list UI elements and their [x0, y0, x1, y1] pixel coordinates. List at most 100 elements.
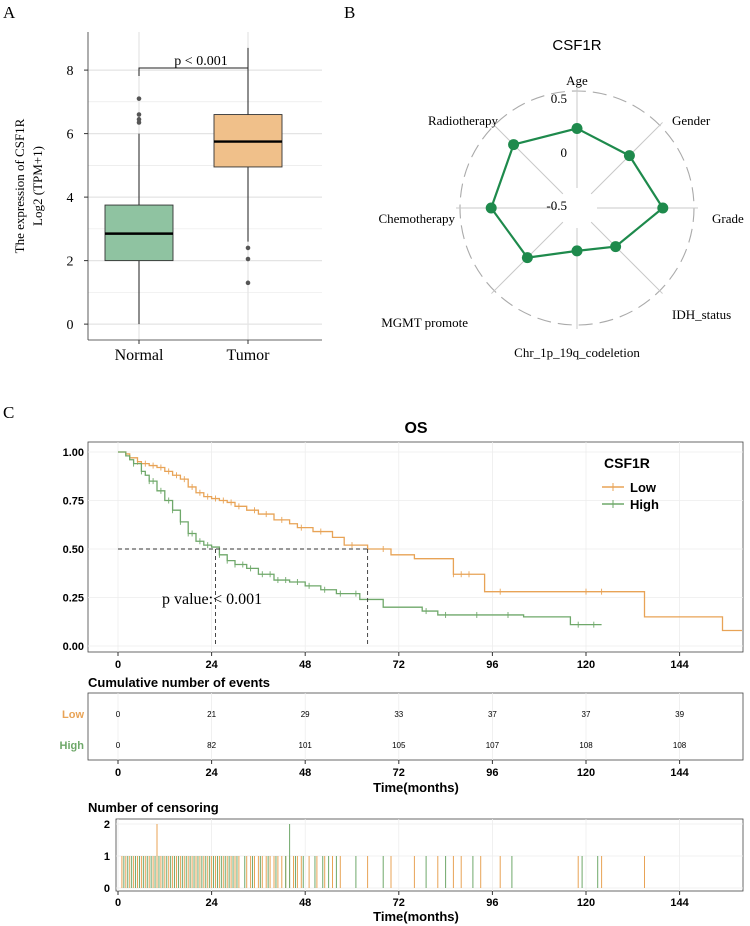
- boxplot-plot-area: [88, 32, 322, 340]
- legend-low-label: Low: [630, 480, 657, 495]
- boxplot-y-tick-label: 0: [67, 318, 74, 333]
- km-plot-area: [87, 441, 744, 653]
- km-panel: OS 0.000.250.500.751.0002448729612014416…: [63, 420, 744, 671]
- events-plot-area: [87, 692, 744, 761]
- censoring-x-tick-label: 120: [577, 897, 595, 909]
- censoring-x-tick-label: 72: [393, 897, 405, 909]
- km-legend: CSF1R Low High: [602, 455, 659, 512]
- boxplot-x-label: Normal: [115, 347, 164, 364]
- significance-label: p < 0.001: [174, 54, 227, 69]
- significance-bracket-line: [138, 67, 249, 76]
- outlier-point: [136, 112, 142, 117]
- events-x-tick-label: 120: [577, 767, 595, 779]
- events-cell: 37: [488, 710, 497, 719]
- boxplot-y-tick-label: 4: [67, 191, 74, 206]
- boxplot-x-labels: Normal Tumor: [88, 339, 322, 364]
- censoring-xlabel: Time(months): [373, 909, 459, 924]
- radar-point: [571, 122, 583, 134]
- censoring-y-tick-label: 1: [104, 851, 110, 863]
- censoring-panel: Number of censoring 01202448729612014416…: [88, 800, 744, 924]
- km-curves: [118, 451, 742, 632]
- censoring-x-tick-label: 24: [205, 897, 218, 909]
- km-x-tick-label: 24: [205, 659, 218, 671]
- censoring-y-tick-label: 2: [104, 819, 110, 831]
- censoring-x-tick-label: 0: [115, 897, 121, 909]
- events-xlabel: Time(months): [373, 780, 459, 795]
- boxplot-y-tick-label: 6: [67, 128, 74, 143]
- events-x-tick-label: 48: [299, 767, 311, 779]
- km-x-tick-label: 72: [393, 659, 405, 671]
- censoring-axes: 01202448729612014416: [104, 819, 690, 909]
- boxplot-y-tick-label: 2: [67, 255, 74, 270]
- radar-ring-labels: 0.5 0 -0.5: [546, 91, 567, 213]
- km-y-tick-label: 1.00: [63, 447, 84, 459]
- radar-point: [521, 252, 533, 264]
- km-median-lines: [118, 548, 369, 646]
- radar-panel: CSF1R Age Gender Grade IDH_status Chr_1p_19q…: [378, 37, 744, 360]
- events-cell: 108: [673, 741, 687, 750]
- radar-point: [571, 245, 583, 257]
- events-cell: 39: [675, 710, 684, 719]
- radar-axis-label: Grade: [712, 211, 744, 226]
- events-x-tick-label: 96: [486, 767, 498, 779]
- km-pvalue: p value:< 0.001: [162, 591, 262, 608]
- radar-ring-label: 0.5: [551, 91, 567, 106]
- radar-axis-label: Radiotherapy: [428, 113, 499, 128]
- outlier-point: [245, 245, 251, 251]
- km-axes: 0.000.250.500.751.0002448729612014416: [63, 447, 690, 671]
- events-title: Cumulative number of events: [88, 675, 270, 690]
- censoring-x-tick-label: 96: [486, 897, 498, 909]
- censoring-grid: [116, 819, 743, 891]
- panel-label-b: B: [344, 3, 355, 22]
- events-cell: 107: [486, 741, 500, 750]
- radar-axis-label: IDH_status: [672, 307, 731, 322]
- censoring-bars: [121, 824, 645, 888]
- events-x-tick-label: 72: [393, 767, 405, 779]
- events-cell: 105: [392, 741, 406, 750]
- events-cell: 108: [579, 741, 593, 750]
- censoring-title: Number of censoring: [88, 800, 219, 815]
- km-x-tick-label: 96: [486, 659, 498, 671]
- radar-ring-label: -0.5: [546, 198, 567, 213]
- km-x-tick-label: 0: [115, 659, 121, 671]
- boxplot-y-tick-label: 8: [67, 64, 74, 79]
- radar-axis-labels: Age Gender Grade IDH_status Chr_1p_19q_codel…: [378, 73, 744, 360]
- radar-point: [485, 202, 497, 214]
- boxplot-x-label: Tumor: [227, 347, 271, 364]
- censoring-plot-area: [115, 818, 744, 892]
- events-x-axis: 02448729612014416: [115, 760, 690, 779]
- km-y-tick-label: 0.75: [63, 496, 84, 508]
- censoring-x-tick-label: 144: [670, 897, 689, 909]
- events-rows: Low02129333737394High0821011051071081081…: [60, 709, 687, 752]
- outlier-point: [245, 256, 251, 262]
- radar-point: [610, 241, 622, 253]
- km-x-tick-label: 120: [577, 659, 595, 671]
- boxplot-y-axis: 0 2 4 6 8: [67, 32, 89, 340]
- radar-ring-label: 0: [561, 145, 568, 160]
- events-cell: 101: [299, 741, 313, 750]
- km-y-tick-label: 0.00: [63, 641, 84, 653]
- events-x-tick-label: 24: [205, 767, 218, 779]
- significance-bracket: p < 0.001: [138, 54, 249, 76]
- boxplot-panel: 0 2 4 6 8 Normal Tumor The expression of CSF1…: [12, 32, 322, 364]
- radar-point: [508, 139, 520, 151]
- radar-series: [485, 122, 669, 264]
- panel-label-a: A: [3, 3, 16, 22]
- events-cell: 82: [207, 741, 216, 750]
- events-x-tick-label: 0: [115, 767, 121, 779]
- outlier-point: [245, 280, 251, 286]
- km-x-tick-label: 144: [670, 659, 689, 671]
- panel-label-c: C: [3, 403, 14, 422]
- events-row-label: High: [60, 740, 85, 752]
- events-table-panel: Cumulative number of events Low 0 21 29 33 37…: [60, 675, 744, 795]
- events-grid: [117, 693, 680, 760]
- events-cell: 0: [116, 741, 121, 750]
- outlier-point: [136, 96, 142, 101]
- radar-spoke: [491, 122, 564, 195]
- censoring-y-tick-label: 0: [104, 883, 110, 895]
- events-cell: 0: [116, 710, 121, 719]
- events-cell: 29: [301, 710, 310, 719]
- km-y-tick-label: 0.50: [63, 544, 84, 556]
- events-cell: 21: [207, 710, 216, 719]
